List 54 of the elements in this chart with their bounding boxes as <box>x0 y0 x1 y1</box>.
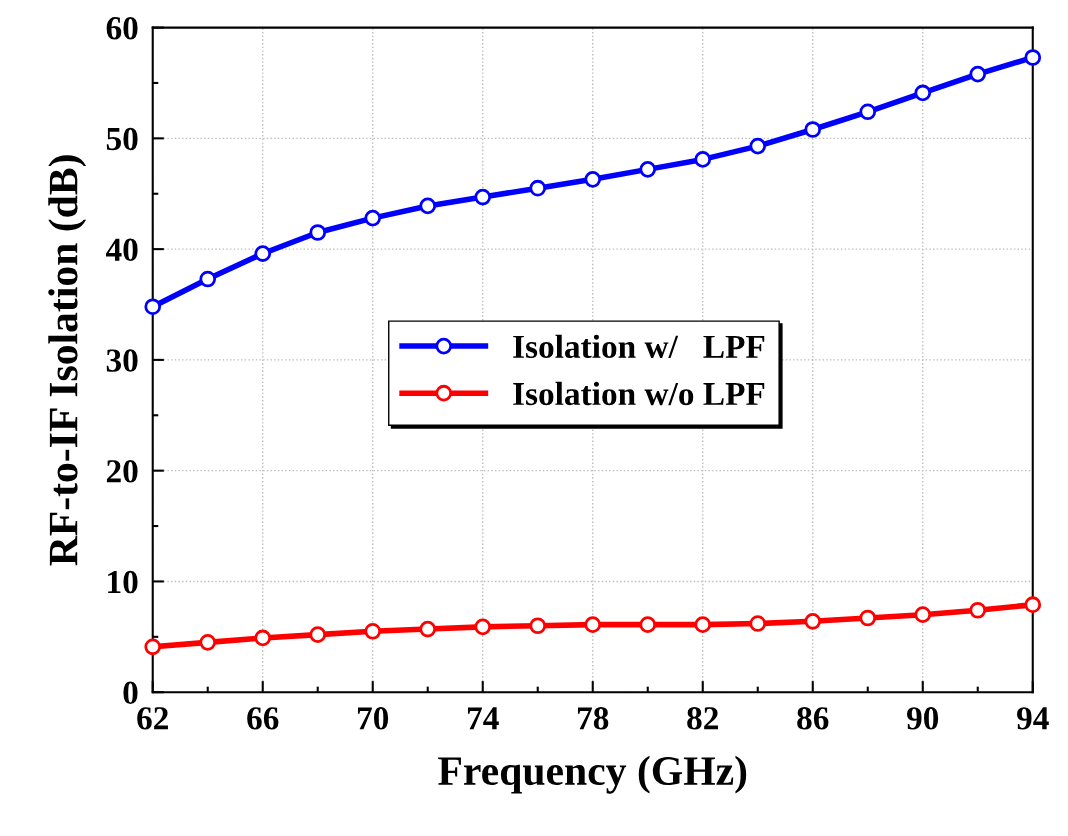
point <box>254 245 272 262</box>
point <box>419 197 437 215</box>
y-tick-label: 10 <box>108 570 138 594</box>
point <box>419 620 437 638</box>
y-tick-label: 60 <box>106 16 138 40</box>
y-tick-label: 30 <box>106 349 138 372</box>
point <box>969 601 987 619</box>
point <box>1024 49 1042 66</box>
x-tick-label: 78 <box>577 707 609 730</box>
point <box>529 179 547 197</box>
point <box>749 137 767 155</box>
point <box>474 618 492 636</box>
point <box>859 103 877 121</box>
x-tick-label: 74 <box>467 707 499 730</box>
legend-label: Isolation w/o LPF <box>513 381 765 406</box>
point <box>694 616 712 633</box>
y-tick-label: 40 <box>105 238 138 262</box>
point <box>199 634 217 651</box>
x-tick-label: 62 <box>137 707 168 730</box>
point <box>529 617 547 635</box>
x-tick-label: 94 <box>1017 707 1049 730</box>
point <box>584 171 602 188</box>
y-tick-label: 0 <box>123 681 138 705</box>
point <box>914 84 932 102</box>
x-tick-label: 70 <box>357 707 389 730</box>
point <box>1024 596 1042 614</box>
y-tick-label: 50 <box>106 127 138 151</box>
point <box>199 270 217 288</box>
point <box>364 622 382 640</box>
point <box>694 151 712 168</box>
x-tick-label: 86 <box>797 707 829 730</box>
y-axis-title: RF-to-IF Isolation (dB) <box>48 155 87 566</box>
y-tick-label: 20 <box>106 460 138 483</box>
point <box>749 615 767 632</box>
point <box>254 629 272 647</box>
point <box>639 161 657 178</box>
point <box>914 606 932 623</box>
point <box>639 616 657 633</box>
point <box>804 612 822 630</box>
point <box>144 298 162 316</box>
point <box>364 209 382 227</box>
point <box>309 626 327 643</box>
x-tick-label: 82 <box>687 707 718 730</box>
point <box>804 121 822 138</box>
point <box>859 609 877 627</box>
point <box>309 224 327 241</box>
point <box>584 616 602 633</box>
x-tick-label: 90 <box>907 707 939 730</box>
point <box>144 638 162 656</box>
point <box>474 188 492 206</box>
x-tick-label: 66 <box>247 707 279 730</box>
x-axis-title: Frequency (GHz) <box>438 755 747 794</box>
point <box>969 65 987 83</box>
legend-label: Isolation w/ LPF <box>513 334 765 359</box>
